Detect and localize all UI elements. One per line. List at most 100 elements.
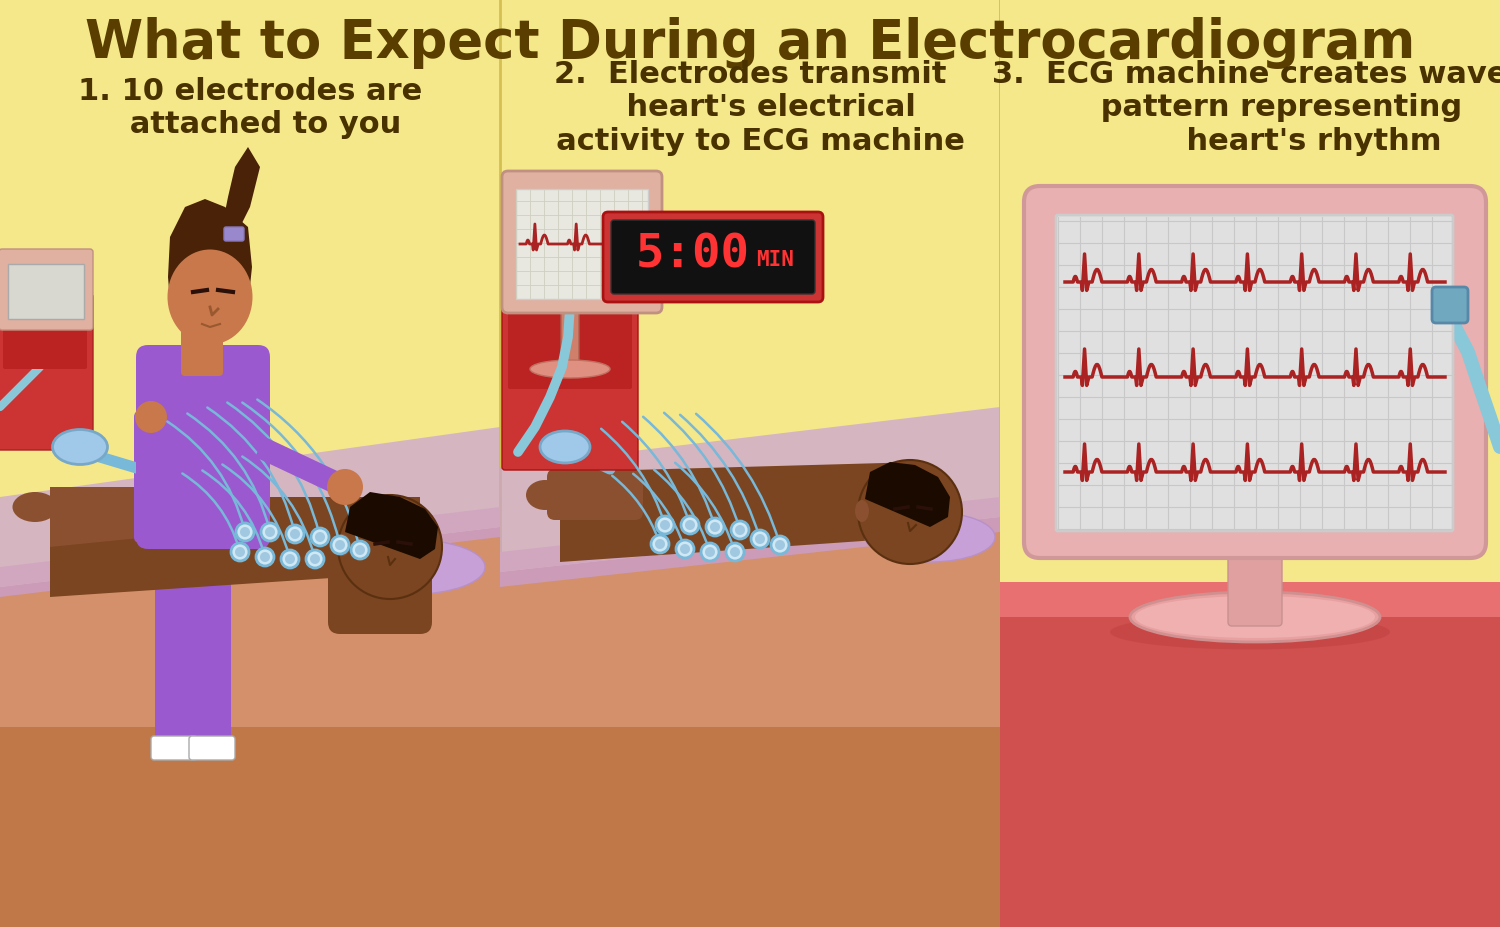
Circle shape <box>754 535 765 544</box>
Bar <box>1000 582 1500 617</box>
FancyBboxPatch shape <box>503 285 638 471</box>
Text: MIN: MIN <box>756 249 794 270</box>
Polygon shape <box>222 147 260 237</box>
FancyBboxPatch shape <box>1432 287 1468 324</box>
FancyBboxPatch shape <box>1056 216 1454 531</box>
Text: 1. 10 electrodes are
   attached to you: 1. 10 electrodes are attached to you <box>78 77 422 139</box>
Ellipse shape <box>1130 592 1380 642</box>
FancyBboxPatch shape <box>0 249 93 331</box>
Circle shape <box>231 543 249 562</box>
Polygon shape <box>50 498 420 597</box>
Circle shape <box>676 540 694 558</box>
FancyBboxPatch shape <box>136 346 270 550</box>
Ellipse shape <box>865 513 994 563</box>
Circle shape <box>315 532 326 542</box>
Polygon shape <box>0 427 500 597</box>
FancyBboxPatch shape <box>0 295 93 451</box>
Circle shape <box>310 554 320 565</box>
Circle shape <box>310 528 328 546</box>
Bar <box>500 727 1000 927</box>
FancyBboxPatch shape <box>8 265 84 320</box>
Circle shape <box>306 551 324 568</box>
Polygon shape <box>865 463 950 527</box>
Ellipse shape <box>855 501 868 523</box>
Ellipse shape <box>530 361 610 378</box>
Circle shape <box>705 548 716 557</box>
Circle shape <box>710 523 720 532</box>
Bar <box>0 607 500 927</box>
Polygon shape <box>560 463 920 563</box>
Bar <box>500 0 1000 927</box>
Ellipse shape <box>1136 596 1376 639</box>
Circle shape <box>771 537 789 554</box>
Bar <box>1000 617 1500 927</box>
Ellipse shape <box>526 480 564 511</box>
Bar <box>1000 582 1500 927</box>
FancyBboxPatch shape <box>503 171 662 313</box>
FancyBboxPatch shape <box>224 228 245 242</box>
FancyBboxPatch shape <box>328 555 432 634</box>
Circle shape <box>332 537 350 554</box>
Ellipse shape <box>12 492 57 523</box>
Text: What to Expect During an Electrocardiogram: What to Expect During an Electrocardiogr… <box>86 17 1414 69</box>
Circle shape <box>730 548 740 557</box>
Circle shape <box>681 516 699 535</box>
Circle shape <box>135 401 166 434</box>
FancyBboxPatch shape <box>189 736 236 760</box>
FancyBboxPatch shape <box>3 300 87 370</box>
Circle shape <box>286 526 304 543</box>
Ellipse shape <box>334 540 484 595</box>
FancyBboxPatch shape <box>152 736 196 760</box>
Ellipse shape <box>168 250 252 345</box>
FancyBboxPatch shape <box>182 329 224 376</box>
Circle shape <box>726 543 744 562</box>
FancyBboxPatch shape <box>509 291 632 389</box>
Circle shape <box>680 544 690 554</box>
Text: 2.  Electrodes transmit
    heart's electrical
  activity to ECG machine: 2. Electrodes transmit heart's electrica… <box>536 60 964 156</box>
Circle shape <box>776 540 784 551</box>
Bar <box>0 0 500 927</box>
Bar <box>500 607 1000 927</box>
FancyBboxPatch shape <box>548 469 644 520</box>
Circle shape <box>261 524 279 541</box>
Circle shape <box>706 518 724 537</box>
Polygon shape <box>255 438 350 498</box>
Circle shape <box>256 549 274 566</box>
Circle shape <box>290 529 300 540</box>
Polygon shape <box>0 527 500 727</box>
FancyBboxPatch shape <box>194 523 231 752</box>
Circle shape <box>236 524 254 541</box>
Polygon shape <box>500 498 1000 572</box>
Circle shape <box>266 527 274 538</box>
Circle shape <box>752 530 770 549</box>
FancyBboxPatch shape <box>561 286 579 370</box>
FancyBboxPatch shape <box>1228 528 1282 627</box>
Circle shape <box>686 520 694 530</box>
Bar <box>1000 0 1500 588</box>
FancyBboxPatch shape <box>610 221 815 295</box>
Circle shape <box>280 551 298 568</box>
Polygon shape <box>50 488 200 548</box>
Circle shape <box>327 469 363 505</box>
Circle shape <box>656 516 674 535</box>
Circle shape <box>858 461 962 565</box>
Polygon shape <box>0 507 500 588</box>
Circle shape <box>660 520 670 530</box>
Circle shape <box>240 527 250 538</box>
Circle shape <box>285 554 296 565</box>
Circle shape <box>356 545 364 555</box>
Circle shape <box>236 548 244 557</box>
Bar <box>0 727 500 927</box>
Circle shape <box>656 540 664 550</box>
Circle shape <box>260 552 270 563</box>
FancyBboxPatch shape <box>516 190 648 299</box>
FancyBboxPatch shape <box>154 523 194 752</box>
Ellipse shape <box>53 430 108 465</box>
Polygon shape <box>500 408 1000 588</box>
Circle shape <box>351 541 369 559</box>
Circle shape <box>651 536 669 553</box>
Circle shape <box>338 495 442 600</box>
Text: 5:00: 5:00 <box>636 233 750 277</box>
Circle shape <box>700 543 718 562</box>
Circle shape <box>334 540 345 551</box>
